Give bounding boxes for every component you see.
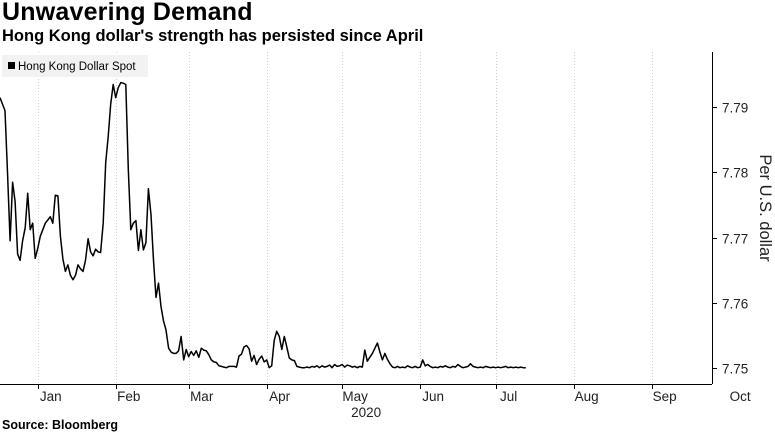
x-tick-label-jul: Jul [500,389,517,404]
series-layer [0,81,526,369]
y-tick-label: 7.79 [722,101,748,116]
x-tick-label-apr: Apr [269,389,291,404]
legend-label: Hong Kong Dollar Spot [18,61,136,73]
page-title: Unwavering Demand [2,0,253,26]
y-tick-label: 7.78 [722,166,748,181]
y-axis-ticks: 7.75 7.76 7.77 7.78 7.79 [712,101,748,377]
legend-swatch [8,62,15,69]
x-tick-label-mar: Mar [190,389,214,404]
y-tick-label: 7.75 [722,362,748,377]
x-axis-ticks: Jan Feb Mar Apr May Jun Jul Aug Sep Oct [38,384,751,404]
y-axis-title: Per U.S. dollar [756,154,774,262]
y-tick-label: 7.77 [722,232,748,247]
grid-lines [38,52,653,384]
x-tick-label-oct: Oct [730,389,751,404]
x-tick-label-jun: Jun [422,389,444,404]
x-axis-year-label: 2020 [351,405,381,420]
x-tick-label-jan: Jan [40,389,62,404]
series-line-0 [0,81,526,369]
x-tick-label-feb: Feb [117,389,140,404]
y-tick-label: 7.76 [722,297,748,312]
chart-legend: Hong Kong Dollar Spot [2,55,148,77]
x-tick-label-aug: Aug [575,389,599,404]
legend-background [2,55,148,77]
x-tick-label-may: May [342,389,368,404]
x-tick-label-sep: Sep [653,389,677,404]
source-note: Source: Bloomberg [2,418,118,432]
page-subtitle: Hong Kong dollar's strength has persiste… [2,27,424,45]
